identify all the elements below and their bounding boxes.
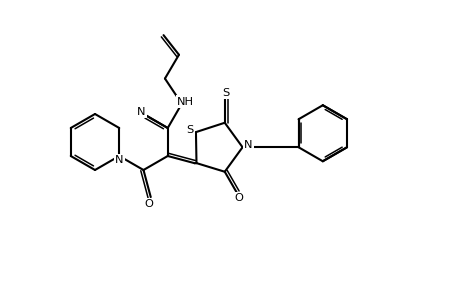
Text: S: S: [222, 88, 229, 98]
Text: O: O: [144, 199, 153, 209]
Text: NH: NH: [177, 97, 194, 107]
Text: N: N: [115, 155, 123, 165]
Text: S: S: [186, 125, 193, 135]
Text: N: N: [137, 107, 146, 117]
Text: O: O: [234, 194, 242, 203]
Text: N: N: [244, 140, 252, 150]
